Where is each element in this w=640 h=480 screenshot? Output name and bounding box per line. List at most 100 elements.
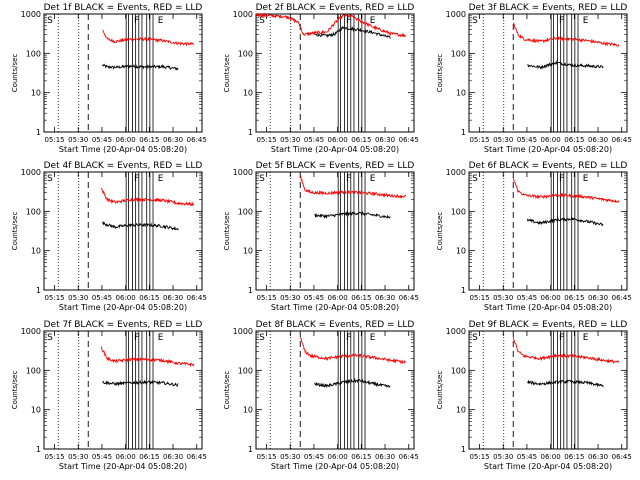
x-tick-label: 05:30	[68, 136, 88, 144]
x-tick-label: 05:45	[304, 294, 324, 302]
x-tick-label: 06:30	[588, 136, 608, 144]
x-tick-label: 06:15	[351, 294, 371, 302]
phase-marker-label: E	[583, 174, 589, 184]
phase-marker-label: F	[134, 174, 139, 184]
y-axis-label: Counts/sec	[223, 212, 231, 251]
x-tick-label: 05:15	[44, 453, 64, 461]
phase-marker-label: E	[583, 333, 589, 343]
phase-marker-label: S	[259, 16, 265, 26]
y-tick-label: 1	[461, 445, 466, 454]
phase-marker-label: E	[158, 16, 164, 26]
x-axis-label: Start Time (20-Apr-04 05:08:20)	[59, 145, 187, 154]
chart-title: Det 6f BLACK = Events, RED = LLD	[469, 161, 628, 171]
series-line	[314, 25, 391, 39]
x-tick-label: 05:30	[280, 136, 300, 144]
x-tick-label: 06:45	[612, 453, 632, 461]
phase-marker-label: S	[259, 333, 265, 343]
x-tick-label: 06:15	[351, 453, 371, 461]
plot-frame	[43, 330, 203, 450]
phase-marker-label: F	[559, 333, 564, 343]
plot-frame	[468, 13, 628, 133]
x-tick-label: 05:30	[493, 453, 513, 461]
series-line	[255, 12, 407, 38]
x-tick-label: 06:30	[588, 294, 608, 302]
y-tick-label: 1	[248, 286, 253, 295]
x-tick-label: 06:45	[399, 453, 419, 461]
plot-frame	[468, 171, 628, 291]
x-tick-label: 06:30	[375, 294, 395, 302]
y-tick-label: 1000	[233, 168, 253, 177]
phase-marker-label: F	[134, 333, 139, 343]
y-tick-label: 1000	[21, 168, 41, 177]
phase-marker-label: F	[559, 174, 564, 184]
y-axis-label: Counts/sec	[436, 371, 444, 410]
phase-marker-label: E	[370, 16, 376, 26]
y-tick-label: 10	[243, 89, 253, 98]
chart-title: Det 3f BLACK = Events, RED = LLD	[469, 3, 628, 13]
y-tick-label: 10	[243, 247, 253, 256]
x-tick-label: 05:45	[517, 453, 537, 461]
series-line	[102, 63, 179, 71]
y-tick-label: 1000	[233, 327, 253, 336]
y-tick-label: 100	[26, 207, 41, 216]
x-tick-label: 06:30	[588, 453, 608, 461]
y-tick-label: 1	[36, 128, 41, 137]
x-tick-label: 06:15	[564, 453, 584, 461]
plot-frame	[43, 171, 203, 291]
x-tick-label: 06:15	[139, 136, 159, 144]
series-line	[512, 177, 620, 203]
series-line	[314, 378, 391, 388]
series-line	[314, 211, 391, 220]
series-line	[512, 336, 620, 365]
y-tick-label: 100	[26, 366, 41, 375]
x-tick-label: 05:15	[469, 294, 489, 302]
x-tick-label: 06:00	[116, 453, 136, 461]
x-axis-label: Start Time (20-Apr-04 05:08:20)	[484, 145, 612, 154]
chart-title: Det 8f BLACK = Events, RED = LLD	[256, 320, 415, 330]
y-tick-label: 10	[31, 247, 41, 256]
x-tick-label: 05:15	[44, 136, 64, 144]
x-tick-label: 05:15	[256, 294, 276, 302]
phase-marker-label: S	[472, 16, 478, 26]
x-tick-label: 06:45	[612, 294, 632, 302]
x-tick-label: 05:30	[68, 453, 88, 461]
plot-frame	[255, 330, 415, 450]
y-tick-label: 1	[248, 445, 253, 454]
series-line	[299, 336, 406, 365]
y-axis-label: Counts/sec	[223, 371, 231, 410]
y-tick-label: 100	[26, 49, 41, 58]
chart-title: Det 4f BLACK = Events, RED = LLD	[44, 161, 203, 171]
plot-frame	[255, 171, 415, 291]
x-axis-label: Start Time (20-Apr-04 05:08:20)	[59, 303, 187, 312]
phase-marker-label: E	[158, 174, 164, 184]
x-tick-label: 05:30	[280, 453, 300, 461]
y-tick-label: 100	[451, 366, 466, 375]
plot-frame	[468, 330, 628, 450]
y-tick-label: 1	[461, 128, 466, 137]
x-tick-label: 05:30	[493, 136, 513, 144]
x-tick-label: 06:00	[541, 453, 561, 461]
x-tick-label: 06:00	[541, 136, 561, 144]
y-tick-label: 100	[451, 207, 466, 216]
x-axis-label: Start Time (20-Apr-04 05:08:20)	[271, 145, 399, 154]
x-tick-label: 05:45	[304, 136, 324, 144]
chart-panel: Det 6f BLACK = Events, RED = LLD Counts/s…	[436, 161, 632, 312]
x-tick-label: 05:45	[92, 453, 112, 461]
y-tick-label: 10	[31, 89, 41, 98]
phase-marker-label: F	[559, 16, 564, 26]
series-line	[102, 220, 179, 231]
x-tick-label: 05:15	[469, 136, 489, 144]
x-tick-label: 06:15	[351, 136, 371, 144]
x-tick-label: 06:00	[328, 453, 348, 461]
y-tick-label: 100	[451, 49, 466, 58]
chart-title: Det 5f BLACK = Events, RED = LLD	[256, 161, 415, 171]
y-tick-label: 1000	[21, 327, 41, 336]
phase-marker-label: E	[158, 333, 164, 343]
phase-marker-label: E	[370, 333, 376, 343]
x-tick-label: 06:15	[564, 136, 584, 144]
x-tick-label: 06:45	[187, 136, 207, 144]
y-axis-label: Counts/sec	[11, 212, 19, 251]
plot-frame	[43, 13, 203, 133]
y-tick-label: 1000	[446, 10, 466, 19]
phase-marker-label: S	[472, 333, 478, 343]
